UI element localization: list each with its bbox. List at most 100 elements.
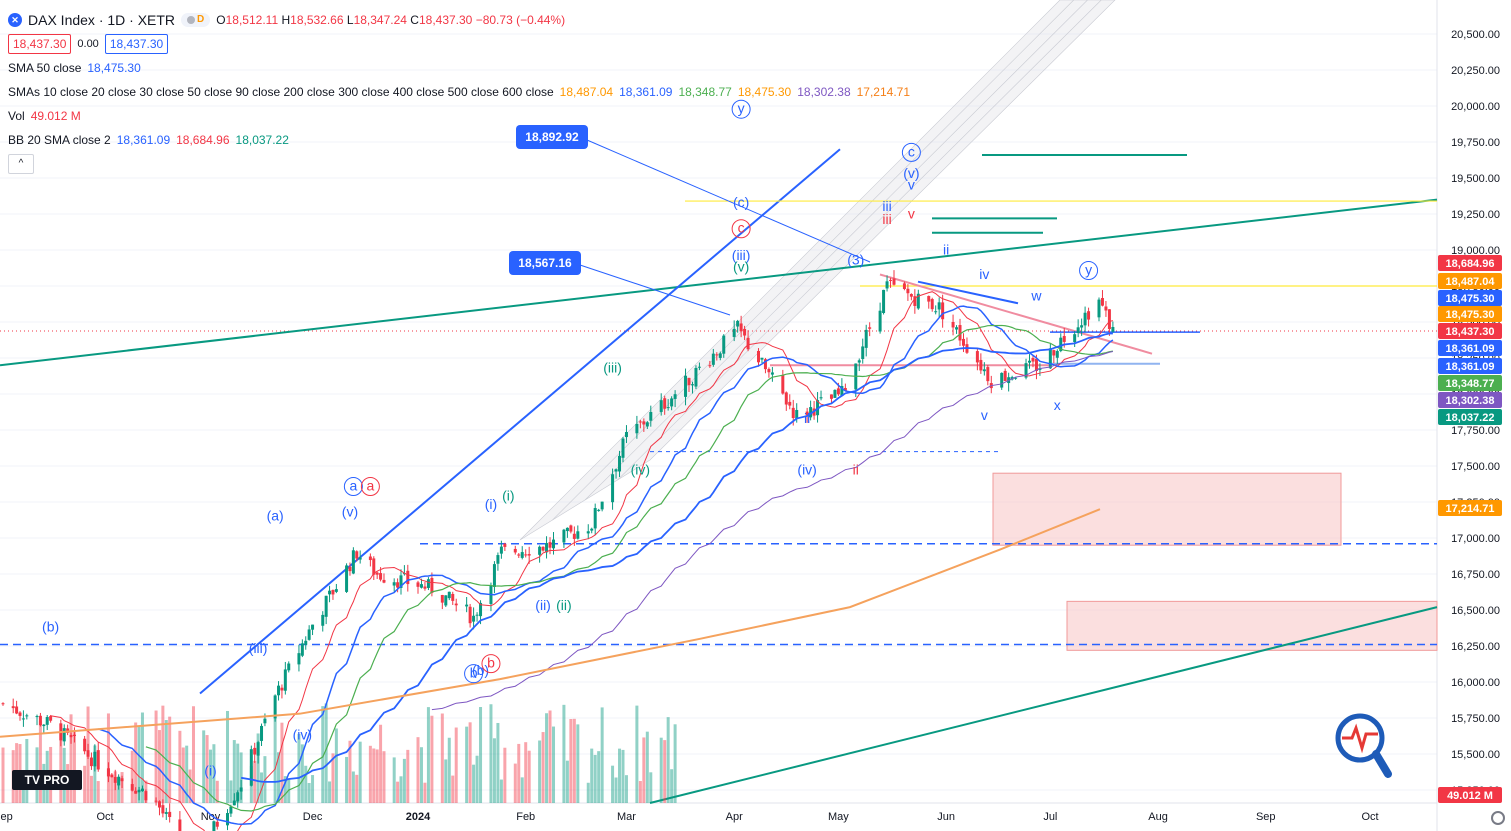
candle-body — [161, 805, 165, 814]
candle-body — [358, 557, 362, 560]
candle-body — [212, 821, 216, 831]
x-tick-label: Sep — [0, 811, 13, 823]
buy-button[interactable]: 18,437.30 — [104, 34, 169, 54]
volume-bar — [576, 724, 580, 803]
channel-line — [552, 0, 1074, 521]
candle-body — [300, 643, 304, 656]
volume-bar — [472, 764, 476, 803]
volume-bar — [345, 756, 349, 803]
candle-body — [913, 296, 917, 306]
symbol-row: ✕ DAX Index · 1D · XETR D O18,512.11 H18… — [8, 8, 910, 32]
volume-bar — [334, 728, 338, 803]
candle-body — [770, 372, 774, 375]
candle-body — [552, 539, 556, 549]
indicator-row[interactable]: BB 20 SMA close 2 18,361.09 18,684.96 18,03… — [8, 128, 910, 152]
candle-body — [379, 573, 383, 580]
candle-body — [1048, 348, 1052, 369]
candle-body — [892, 278, 896, 285]
candle-body — [1034, 358, 1038, 372]
status-dot-icon — [187, 16, 196, 24]
y-tick-label: 19,500.00 — [1451, 173, 1500, 185]
candle-body — [62, 728, 66, 742]
candle-body — [154, 800, 158, 802]
volume-bar — [621, 749, 625, 803]
volume-bar — [642, 737, 646, 803]
indicator-row[interactable]: Vol 49.012 M — [8, 104, 910, 128]
candle-body — [475, 614, 479, 616]
volume-bar — [520, 777, 524, 803]
indicator-row[interactable]: SMAs 10 close 20 close 30 close 50 close… — [8, 80, 910, 104]
volume-bar — [304, 765, 308, 803]
y-tick-label: 20,000.00 — [1451, 101, 1500, 113]
trendline-blue — [199, 148, 841, 695]
candle-body — [739, 323, 743, 332]
callout-line — [579, 264, 731, 316]
candle-body — [273, 695, 277, 719]
volume-bar — [351, 771, 355, 803]
symbol-title[interactable]: DAX Index · 1D · XETR — [28, 12, 176, 28]
candle-body — [684, 375, 688, 397]
candle-body — [419, 584, 423, 588]
indicator-value: 17,214.71 — [856, 85, 911, 99]
candle-body — [321, 614, 325, 626]
volume-bar — [355, 774, 359, 803]
candle-body — [45, 717, 49, 725]
x-tick-label: Apr — [726, 811, 743, 823]
wave-label: x — [1054, 397, 1061, 413]
price-tag-label: 18,348.77 — [1446, 378, 1495, 390]
candle-body — [1000, 372, 1004, 388]
volume-bar — [181, 747, 185, 803]
candle-body — [49, 716, 53, 721]
price-tag-label: 18,361.09 — [1446, 361, 1495, 373]
x-tick-label: Oct — [1361, 811, 1378, 823]
wave-label: ii — [943, 241, 949, 257]
candle-body — [562, 529, 566, 543]
indicator-value: 18,361.09 — [116, 133, 171, 147]
candle-body — [722, 335, 726, 354]
candle-body — [324, 595, 328, 617]
settings-icon[interactable] — [1491, 811, 1505, 825]
candle-body — [781, 375, 785, 394]
indicator-row[interactable]: SMA 50 close 18,475.30 — [8, 56, 910, 80]
wave-label: (iv) — [797, 462, 816, 478]
candle-body — [541, 546, 545, 551]
candle-body — [1097, 299, 1101, 318]
collapse-legend-button[interactable]: ^ — [8, 154, 34, 174]
volume-bar — [645, 731, 649, 803]
price-tag — [1438, 409, 1502, 425]
volume-bar — [552, 726, 556, 803]
candle-body — [430, 577, 434, 593]
wave-label: (i) — [485, 496, 497, 512]
volume-bar — [597, 751, 601, 803]
volume-bar — [392, 757, 396, 803]
volume-bar — [311, 775, 315, 803]
candle-body — [1111, 327, 1115, 332]
candle-body — [1080, 325, 1084, 328]
sma-10-line — [50, 291, 1114, 831]
candle-body — [927, 296, 931, 302]
sell-button[interactable]: 18,437.30 — [8, 34, 72, 54]
candle-body — [697, 366, 701, 368]
volume-bar — [548, 710, 552, 803]
candle-body — [232, 800, 236, 806]
candle-body — [1104, 306, 1108, 311]
candle-body — [687, 377, 691, 386]
volume-bar — [565, 760, 569, 803]
volume-bar — [300, 744, 304, 803]
price-tag — [1438, 273, 1502, 289]
resistance-line — [879, 273, 1153, 355]
candle-body — [382, 579, 386, 583]
x-tick-label: Jun — [937, 811, 955, 823]
wave-label: a — [349, 477, 357, 493]
volume-bar — [239, 752, 243, 803]
tradingview-logo-icon[interactable]: TV PRO — [12, 770, 82, 790]
wave-label-circle — [1079, 260, 1099, 280]
indicator-name: SMA 50 close — [8, 61, 82, 75]
y-tick-label: 16,500.00 — [1451, 605, 1500, 617]
timeframe-pill[interactable]: D — [181, 13, 211, 27]
wave-label-circle — [731, 219, 751, 239]
volume-bar — [666, 717, 670, 803]
wave-label: c — [738, 220, 745, 236]
volume-bar — [406, 749, 410, 803]
